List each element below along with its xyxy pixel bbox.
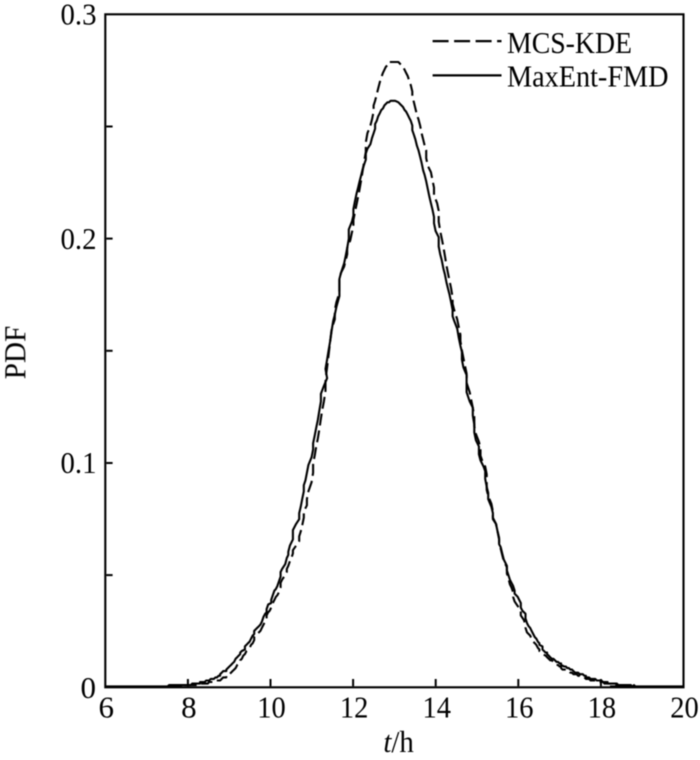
- svg-text:16: 16: [505, 690, 534, 725]
- svg-text:20: 20: [670, 690, 699, 725]
- svg-text:14: 14: [422, 690, 451, 725]
- svg-text:12: 12: [340, 690, 369, 725]
- svg-text:MCS-KDE: MCS-KDE: [507, 25, 632, 60]
- svg-text:10: 10: [257, 690, 286, 725]
- svg-text:PDF: PDF: [0, 326, 32, 380]
- svg-text:6: 6: [99, 690, 115, 725]
- svg-text:MaxEnt-FMD: MaxEnt-FMD: [507, 59, 669, 94]
- svg-text:0.3: 0.3: [61, 0, 97, 32]
- svg-text:8: 8: [181, 690, 197, 725]
- svg-text:18: 18: [588, 690, 617, 725]
- svg-text:0.1: 0.1: [61, 445, 97, 480]
- svg-text:0: 0: [81, 670, 97, 705]
- svg-text:0.2: 0.2: [61, 221, 97, 256]
- svg-text:t/h: t/h: [383, 724, 414, 759]
